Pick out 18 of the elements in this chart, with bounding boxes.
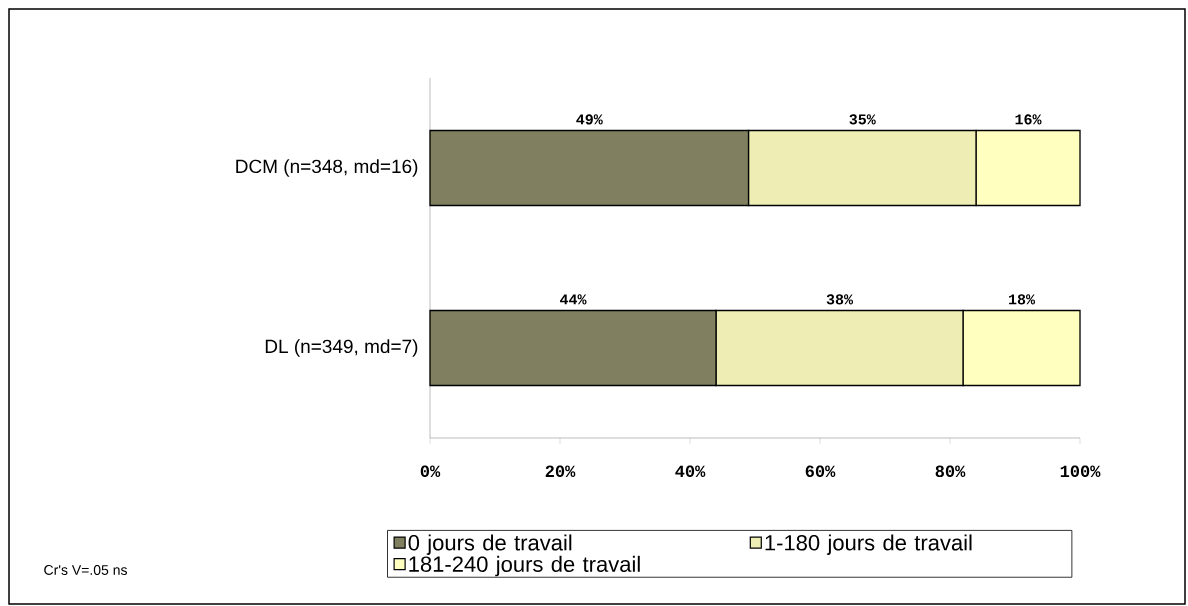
- data-label: 18%: [1009, 294, 1036, 305]
- y-tick-label: DCM (n=348, md=16): [236, 159, 418, 177]
- data-label: 16%: [1015, 114, 1042, 125]
- legend-label: 181-240 jours de travail: [409, 555, 640, 577]
- data-label: 35%: [849, 114, 876, 125]
- legend-label: 0 jours de travail: [408, 534, 572, 555]
- x-tick-label: 80%: [935, 465, 966, 478]
- data-label: 38%: [826, 294, 854, 305]
- x-tick-label: 40%: [675, 465, 706, 478]
- y-tick-label: DL (n=349, md=7): [265, 339, 418, 357]
- legend-label: 1-180 jours de travail: [765, 534, 972, 555]
- text: Cr's V=.05 ns: [44, 565, 127, 575]
- x-tick-label: 0%: [420, 465, 441, 478]
- data-label: 44%: [560, 294, 587, 305]
- x-tick-label: 20%: [545, 465, 576, 478]
- data-label: 49%: [576, 114, 603, 125]
- x-tick-label: 60%: [805, 465, 836, 478]
- x-tick-label: 100%: [1060, 465, 1101, 478]
